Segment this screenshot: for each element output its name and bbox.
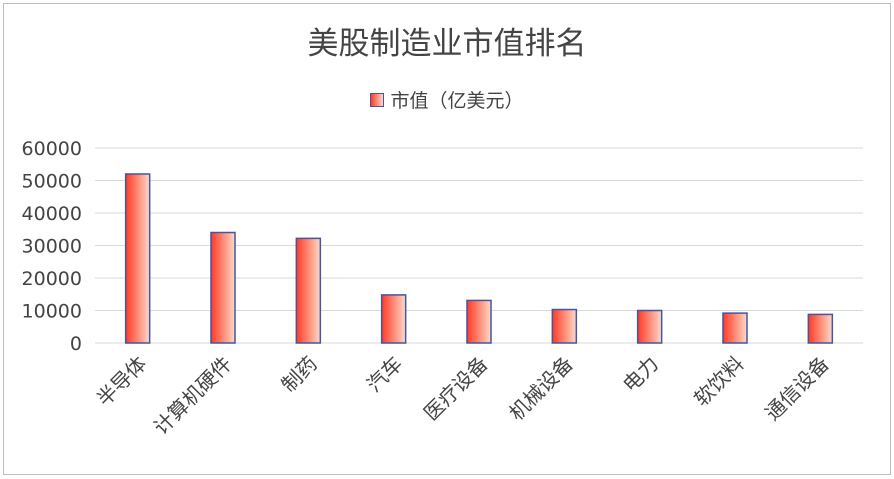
bar (124, 173, 151, 344)
x-tick-label: 软饮料 (689, 352, 748, 411)
legend-item: 市值（亿美元） (370, 86, 524, 113)
y-axis-ticks: 0 10000 20000 30000 40000 50000 60000 (22, 138, 82, 355)
y-tick-label: 60000 (22, 138, 82, 160)
bar (380, 294, 407, 344)
x-tick-label: 通信设备 (760, 352, 834, 426)
bar (807, 313, 834, 344)
bar (551, 308, 578, 344)
chart-border (3, 3, 891, 475)
x-tick-label: 汽车 (362, 352, 407, 397)
bar (295, 237, 322, 344)
bar (210, 231, 236, 344)
y-tick-label: 50000 (22, 171, 82, 193)
x-tick-label: 机械设备 (504, 352, 578, 426)
y-tick-label: 20000 (22, 268, 82, 290)
legend-swatch (370, 92, 385, 107)
x-tick-label: 电力 (618, 352, 663, 397)
bar (466, 299, 492, 344)
x-tick-label: 制药 (277, 352, 322, 397)
y-tick-label: 10000 (22, 301, 82, 323)
y-tick-label: 0 (70, 333, 82, 355)
x-tick-label: 医疗设备 (419, 352, 493, 426)
y-tick-label: 40000 (22, 203, 82, 225)
bar (636, 309, 663, 344)
x-tick-label: 计算机硬件 (149, 352, 237, 440)
y-tick-label: 30000 (22, 236, 82, 258)
legend: 市值（亿美元） (0, 86, 894, 113)
bar (722, 312, 748, 344)
legend-label: 市值（亿美元） (390, 90, 524, 112)
bars (124, 173, 834, 344)
chart-title: 美股制造业市值排名 (307, 26, 587, 62)
x-tick-label: 半导体 (92, 352, 151, 411)
